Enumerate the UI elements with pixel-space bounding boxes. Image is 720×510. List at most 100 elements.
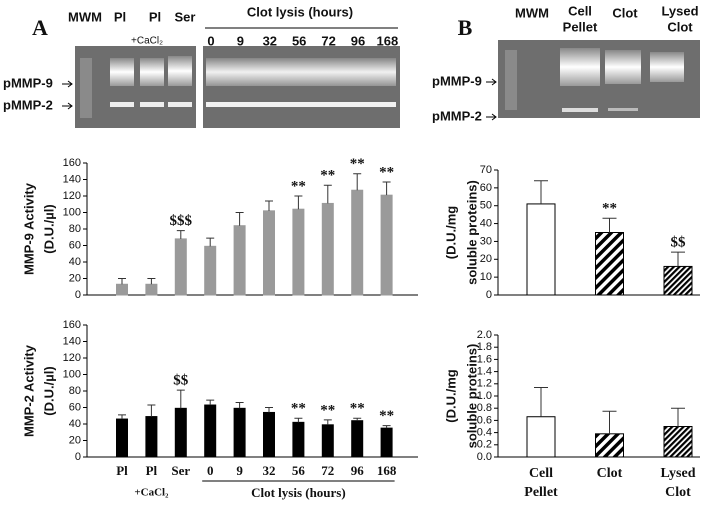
bar: [321, 202, 334, 296]
significance-marker: **: [291, 401, 306, 417]
x-tick-label: 72: [321, 463, 334, 478]
bar: [263, 411, 275, 458]
bar: [351, 189, 364, 296]
error-bar: [323, 419, 332, 425]
band-arrow: [62, 102, 73, 110]
error-bar: [382, 425, 391, 429]
treatment-label: +CaCl₂: [131, 36, 163, 47]
error-bar: [176, 389, 185, 409]
band-label: pMMP-2: [3, 97, 53, 112]
y-tick-label: 100: [63, 206, 81, 218]
bar: [116, 418, 128, 458]
y-tick-label: 0: [486, 289, 492, 301]
lane-label: Clot: [612, 5, 638, 20]
x-tick-label: Pl: [146, 463, 158, 478]
lane-label: 0: [207, 33, 214, 48]
y-axis-label: MMP-9 Activity: [21, 182, 36, 275]
bar: [351, 420, 364, 458]
lane-label: 72: [321, 33, 335, 48]
x-tick-label: Pl: [116, 463, 128, 478]
error-bar: [294, 195, 303, 210]
error-bar: [294, 417, 303, 423]
error-bar: [147, 404, 156, 417]
y-tick-label: 0.0: [477, 451, 492, 463]
x-tick-label: 9: [236, 463, 243, 478]
x-tick-label: 168: [377, 463, 397, 478]
gel-a: [75, 46, 400, 128]
y-axis-label: (D.U./mg: [443, 206, 458, 260]
y-tick-label: 1.6: [477, 353, 492, 365]
lane-label: Pl: [114, 9, 126, 24]
bar: [233, 407, 246, 458]
x-tick-label: Clot: [597, 466, 623, 481]
y-tick-label: 1.2: [477, 378, 492, 390]
bar: [145, 283, 158, 296]
gel-b: [498, 40, 700, 118]
y-tick-label: 120: [63, 190, 81, 202]
group-label: +CaCl₂: [134, 487, 169, 499]
group-label: Clot lysis (hours): [251, 485, 346, 500]
error-bar: [265, 200, 273, 211]
lane-label: 56: [292, 33, 306, 48]
y-tick-label: 20: [69, 272, 81, 284]
bar: [292, 421, 305, 458]
bar: [595, 232, 624, 296]
lane-label: 9: [237, 33, 244, 48]
bar: [526, 416, 556, 458]
error-bar: [147, 278, 156, 285]
bar: [526, 203, 556, 296]
x-tick-label: Pellet: [524, 485, 558, 500]
x-tick-label: 32: [263, 463, 276, 478]
y-tick-label: 140: [63, 173, 81, 185]
x-tick-label: 0: [207, 463, 214, 478]
group-label: Clot lysis (hours): [247, 4, 353, 19]
significance-marker: **: [379, 408, 394, 424]
bar: [380, 194, 393, 296]
error-bar: [206, 237, 215, 247]
y-tick-label: 0.6: [477, 414, 492, 426]
y-tick-label: 0.2: [477, 439, 492, 451]
y-tick-label: 40: [69, 418, 81, 430]
y-tick-label: 140: [63, 335, 81, 347]
bar: [116, 283, 128, 296]
y-tick-label: 20: [69, 434, 81, 446]
bar: [595, 433, 624, 458]
error-bar: [353, 417, 362, 421]
y-tick-label: 20: [480, 253, 492, 265]
lane-label: Pellet: [563, 19, 598, 34]
band-arrow: [486, 113, 497, 121]
significance-marker: **: [320, 168, 335, 184]
bar: [204, 404, 217, 458]
y-tick-label: 80: [69, 223, 81, 235]
error-bar: [265, 407, 273, 413]
y-tick-label: 120: [63, 352, 81, 364]
significance-marker: $$: [671, 235, 687, 251]
y-tick-label: 60: [69, 401, 81, 413]
panel-letter: B: [458, 15, 473, 40]
x-tick-label: 56: [292, 463, 306, 478]
x-tick-label: Lysed: [660, 466, 695, 481]
band-arrow: [486, 78, 497, 86]
significance-marker: **: [350, 156, 365, 172]
y-tick-label: 1.4: [477, 366, 492, 378]
y-tick-label: 80: [69, 385, 81, 397]
significance-marker: **: [379, 164, 394, 180]
significance-marker: $$: [173, 373, 189, 389]
error-bar: [534, 180, 548, 204]
lane-label: Clot: [667, 19, 693, 34]
error-bar: [602, 217, 617, 233]
significance-marker: **: [320, 402, 335, 418]
y-tick-label: 1.0: [477, 390, 492, 402]
lane-label: MWM: [68, 9, 102, 24]
y-tick-label: 10: [480, 271, 492, 283]
bar: [174, 238, 187, 296]
lane-label: Ser: [175, 9, 196, 24]
y-axis-label: (D.U./µl): [41, 204, 56, 253]
lane-label: MWM: [515, 5, 549, 20]
bar: [174, 407, 187, 458]
error-bar: [602, 410, 617, 434]
bar: [663, 265, 693, 296]
error-bar: [323, 184, 332, 204]
band-label: pMMP-2: [432, 108, 482, 123]
y-tick-label: 40: [69, 256, 81, 268]
